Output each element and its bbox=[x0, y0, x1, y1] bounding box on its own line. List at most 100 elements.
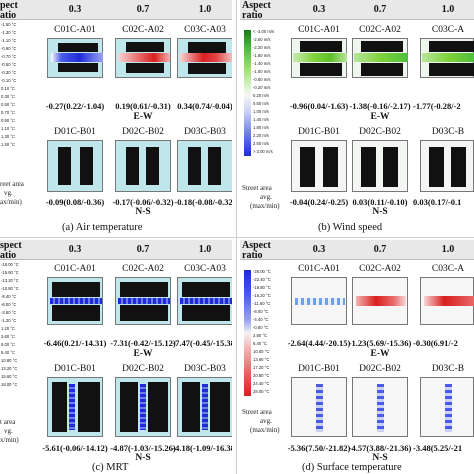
building bbox=[323, 147, 338, 187]
building bbox=[126, 63, 164, 73]
ratio-value: 0.3 bbox=[312, 244, 326, 255]
orientation-label: E-W bbox=[370, 112, 390, 122]
legend-tick: 13.20 °C bbox=[1, 366, 18, 371]
legend-note: Street area bbox=[242, 184, 272, 192]
legend-note: t area bbox=[0, 418, 16, 426]
orientation-label: E-W bbox=[133, 349, 153, 359]
building bbox=[52, 282, 100, 297]
aspect-label: Aspect bbox=[242, 240, 271, 251]
ratio-value: 1.0 bbox=[198, 4, 212, 15]
stat-value: -5.36(7.50/-21.82) bbox=[287, 443, 351, 453]
legend-tick: 0.90 °C bbox=[1, 118, 16, 123]
case-code: C01C-A01 bbox=[54, 25, 96, 35]
header-bar bbox=[0, 0, 232, 20]
legend-tick: -26.00 °C bbox=[253, 269, 271, 274]
legend-tick: 6.00 °C bbox=[1, 342, 16, 347]
street-field bbox=[354, 53, 408, 62]
panel-caption: (c) MRT bbox=[92, 462, 129, 473]
stat-value: -0.27(0.22/-1.04) bbox=[45, 101, 105, 111]
legend-tick: 0.30 °C bbox=[1, 94, 16, 99]
legend-tick: -1.00 m/s bbox=[253, 69, 271, 74]
simulation-map bbox=[291, 377, 347, 437]
legend-tick: 2.80 °C bbox=[253, 333, 268, 338]
stat-value: -3.48(5.25/-21 bbox=[413, 443, 463, 453]
ratio-value: 0.7 bbox=[373, 4, 387, 15]
legend-tick: -0.60 m/s bbox=[253, 77, 271, 82]
ratio-value: 0.3 bbox=[68, 4, 82, 15]
case-code: C03C-A03 bbox=[184, 25, 226, 35]
legend-tick: -1.80 m/s bbox=[253, 53, 271, 58]
legend-tick: 1.50 °C bbox=[1, 142, 16, 147]
simulation-map bbox=[291, 277, 347, 325]
legend-tick: -15.60 °C bbox=[1, 270, 19, 275]
legend-tick: -0.20 m/s bbox=[253, 85, 271, 90]
building bbox=[58, 43, 98, 52]
building bbox=[146, 147, 159, 185]
legend-tick: -1.20 °C bbox=[1, 318, 17, 323]
legend-tick: -22.40 °C bbox=[253, 277, 271, 282]
legend-tick: -0.70 °C bbox=[1, 54, 17, 59]
header-bar bbox=[0, 240, 232, 260]
ratio-value: 0.7 bbox=[373, 244, 387, 255]
simulation-map bbox=[177, 38, 232, 78]
legend-note: avg. bbox=[260, 417, 272, 425]
legend-tick: 1.00 m/s bbox=[253, 109, 270, 114]
legend-tick: -2.20 m/s bbox=[253, 45, 271, 50]
building bbox=[361, 41, 403, 52]
ratio-label: ratio bbox=[242, 250, 263, 261]
stat-value: -0.04(0.24/-0.25) bbox=[289, 197, 349, 207]
stat-value: -2.64(4.44/-20.15) bbox=[287, 338, 351, 348]
building bbox=[210, 382, 230, 432]
legend-tick: 1.80 m/s bbox=[253, 125, 270, 130]
building bbox=[182, 382, 200, 432]
simulation-map bbox=[47, 38, 103, 78]
legend-tick: -4.40 °C bbox=[253, 317, 269, 322]
orientation-label: E-W bbox=[370, 349, 390, 359]
building bbox=[208, 147, 221, 185]
building bbox=[182, 305, 230, 321]
building bbox=[52, 305, 100, 321]
stat-value: -4.57(3.88/-21.36) bbox=[348, 443, 412, 453]
case-code: D01C-B01 bbox=[54, 364, 96, 374]
legend-tick: 2.20 m/s bbox=[253, 133, 270, 138]
building bbox=[148, 382, 168, 432]
legend-color-bar bbox=[244, 270, 251, 396]
stat-value: -0.18(-0.08/-0.32) bbox=[174, 197, 232, 207]
simulation-map bbox=[352, 38, 408, 78]
legend-tick: 2.60 m/s bbox=[253, 141, 270, 146]
legend-tick: -0.90 °C bbox=[1, 46, 17, 51]
building bbox=[58, 147, 71, 185]
building bbox=[120, 282, 168, 297]
ratio-value: 0.3 bbox=[68, 244, 82, 255]
panel-mrt: spect atio 0.3 0.7 1.0 -18.00 °C -15.60 … bbox=[0, 240, 232, 474]
building bbox=[182, 282, 230, 297]
simulation-map bbox=[47, 140, 103, 192]
legend-tick: -0.50 °C bbox=[1, 62, 17, 67]
simulation-map bbox=[115, 140, 171, 192]
street-field bbox=[293, 53, 347, 62]
legend-tick: 1.10 °C bbox=[1, 126, 16, 131]
legend-tick: -3.60 °C bbox=[1, 310, 17, 315]
street-field bbox=[422, 53, 474, 62]
street-field bbox=[377, 384, 384, 432]
building bbox=[429, 147, 444, 187]
ratio-value: 0.7 bbox=[136, 244, 150, 255]
legend-tick: 15.60 °C bbox=[1, 374, 18, 379]
legend-note: Street area bbox=[242, 408, 272, 416]
street-field bbox=[356, 296, 406, 306]
legend-tick: 3.60 °C bbox=[1, 334, 16, 339]
simulation-map bbox=[115, 277, 171, 325]
legend-tick: 10.80 °C bbox=[1, 358, 18, 363]
ratio-value: 1.0 bbox=[441, 244, 455, 255]
simulation-map bbox=[115, 38, 171, 78]
ratio-value: 0.3 bbox=[312, 4, 326, 15]
street-field bbox=[316, 384, 323, 432]
legend-tick: 10.00 °C bbox=[253, 349, 270, 354]
legend-tick: -8.40 °C bbox=[1, 294, 17, 299]
simulation-map bbox=[177, 277, 232, 325]
legend-tick: -1.10 °C bbox=[1, 38, 17, 43]
case-code: D01C-B01 bbox=[298, 364, 340, 374]
building bbox=[300, 147, 315, 187]
building bbox=[188, 42, 226, 53]
case-code: D01C-B01 bbox=[54, 127, 96, 137]
